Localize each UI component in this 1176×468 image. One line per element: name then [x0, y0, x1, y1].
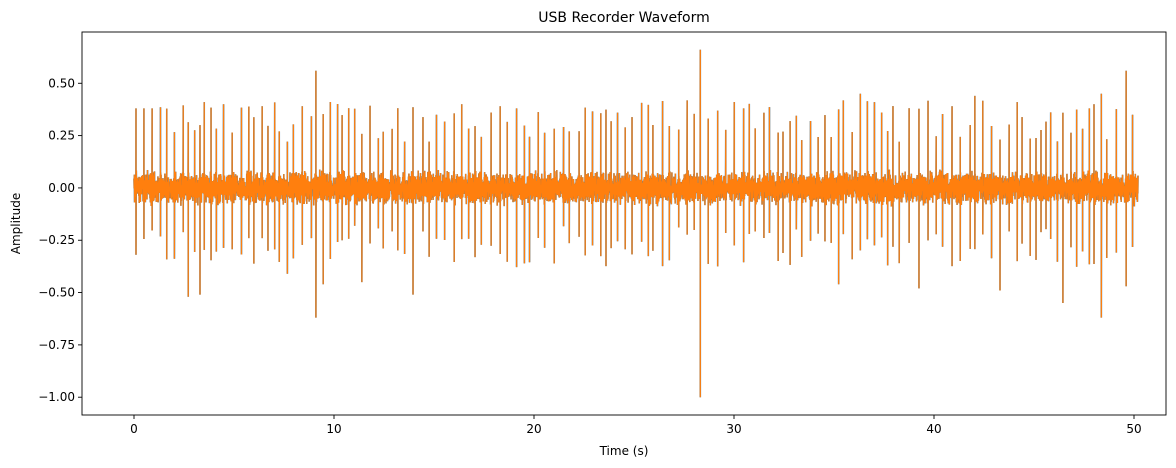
- x-axis-label: Time (s): [599, 444, 649, 458]
- y-tick-label: −1.00: [38, 390, 75, 404]
- x-tick-label: 20: [526, 422, 541, 436]
- y-axis-label: Amplitude: [9, 193, 23, 255]
- waveform-underlay-line: [133, 49, 1139, 398]
- y-tick-label: 0.50: [48, 76, 75, 90]
- x-tick-label: 40: [926, 422, 941, 436]
- y-tick-label: −0.50: [38, 286, 75, 300]
- x-tick-label: 50: [1126, 422, 1141, 436]
- x-tick-label: 0: [130, 422, 138, 436]
- x-tick-label: 30: [726, 422, 741, 436]
- y-tick-label: 0.25: [48, 129, 75, 143]
- plot-frame: [81, 31, 1167, 416]
- x-axis: 0 10 20 30 40 50: [130, 415, 1142, 436]
- y-tick-label: 0.00: [48, 181, 75, 195]
- y-axis: 0.50 0.25 0.00 −0.25 −0.50 −0.75 −1.00: [38, 76, 82, 404]
- plot-area: [133, 49, 1139, 398]
- x-tick-label: 10: [326, 422, 341, 436]
- y-tick-label: −0.25: [38, 233, 75, 247]
- y-tick-label: −0.75: [38, 338, 75, 352]
- waveform-line: [133, 49, 1139, 398]
- chart-title: USB Recorder Waveform: [538, 10, 709, 26]
